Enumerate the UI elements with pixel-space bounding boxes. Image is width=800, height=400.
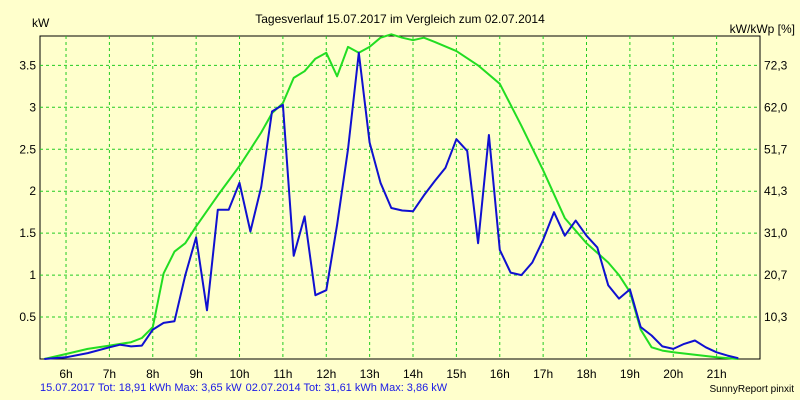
- x-tick-label: 21h: [707, 367, 727, 381]
- chart-title: Tagesverlauf 15.07.2017 im Vergleich zum…: [255, 12, 545, 26]
- y-tick-label-right: 10,3: [764, 310, 788, 324]
- y-tick-label-right: 72,3: [764, 58, 788, 72]
- y-axis-right-label: kW/kWp [%]: [730, 22, 795, 36]
- y-axis-left-label: kW: [32, 16, 50, 30]
- plot-area: [39, 35, 761, 360]
- legend-entry-2017: 15.07.2017 Tot: 18,91 kWh Max: 3,65 kW: [40, 382, 242, 394]
- series-line-2017: [44, 51, 739, 360]
- grid-lines: [40, 36, 760, 359]
- y-tick-label-right: 62,0: [764, 100, 788, 114]
- x-tick-label: 16h: [490, 367, 510, 381]
- y-tick-label-left: 0.5: [19, 310, 36, 324]
- x-tick-label: 15h: [446, 367, 466, 381]
- y-tick-label-left: 1: [29, 268, 36, 282]
- x-tick-label: 11h: [273, 367, 292, 381]
- y-tick-label-left: 2.5: [19, 142, 36, 156]
- y-tick-label-left: 2: [29, 184, 36, 198]
- x-tick-label: 20h: [663, 367, 683, 381]
- x-tick-label: 17h: [533, 367, 553, 381]
- credit-text: SunnyReport pinxit: [709, 384, 795, 395]
- y-tick-label-left: 3.5: [19, 58, 36, 72]
- y-tick-label-left: 3: [29, 100, 36, 114]
- y-tick-label-left: 1.5: [19, 226, 36, 240]
- y-tick-label-right: 31,0: [764, 226, 788, 240]
- x-tick-label: 7h: [103, 367, 116, 381]
- x-tick-label: 8h: [146, 367, 159, 381]
- x-tick-label: 9h: [189, 367, 202, 381]
- series-group: [44, 33, 739, 360]
- y-tick-label-right: 51,7: [764, 142, 788, 156]
- footer-legend: 15.07.2017 Tot: 18,91 kWh Max: 3,65 kW 02…: [40, 382, 447, 394]
- x-tick-label: 12h: [316, 367, 336, 381]
- x-tick-label: 13h: [360, 367, 380, 381]
- tick-labels: 6h 7h 8h 9h 10h 11h 12h 13h 14h 15h 16h 17h 18h 19h 20…: [19, 58, 787, 381]
- x-tick-label: 6h: [59, 367, 72, 381]
- x-tick-label: 18h: [576, 367, 596, 381]
- x-tick-label: 10h: [230, 367, 250, 381]
- y-tick-label-right: 20,7: [764, 268, 788, 282]
- x-tick-label: 19h: [620, 367, 640, 381]
- x-tick-label: 14h: [403, 367, 423, 381]
- y-tick-label-right: 41,3: [764, 184, 788, 198]
- legend-entry-2014: 02.07.2014 Tot: 31,61 kWh Max: 3,86 kW: [245, 382, 448, 394]
- series-line-2014: [44, 33, 739, 360]
